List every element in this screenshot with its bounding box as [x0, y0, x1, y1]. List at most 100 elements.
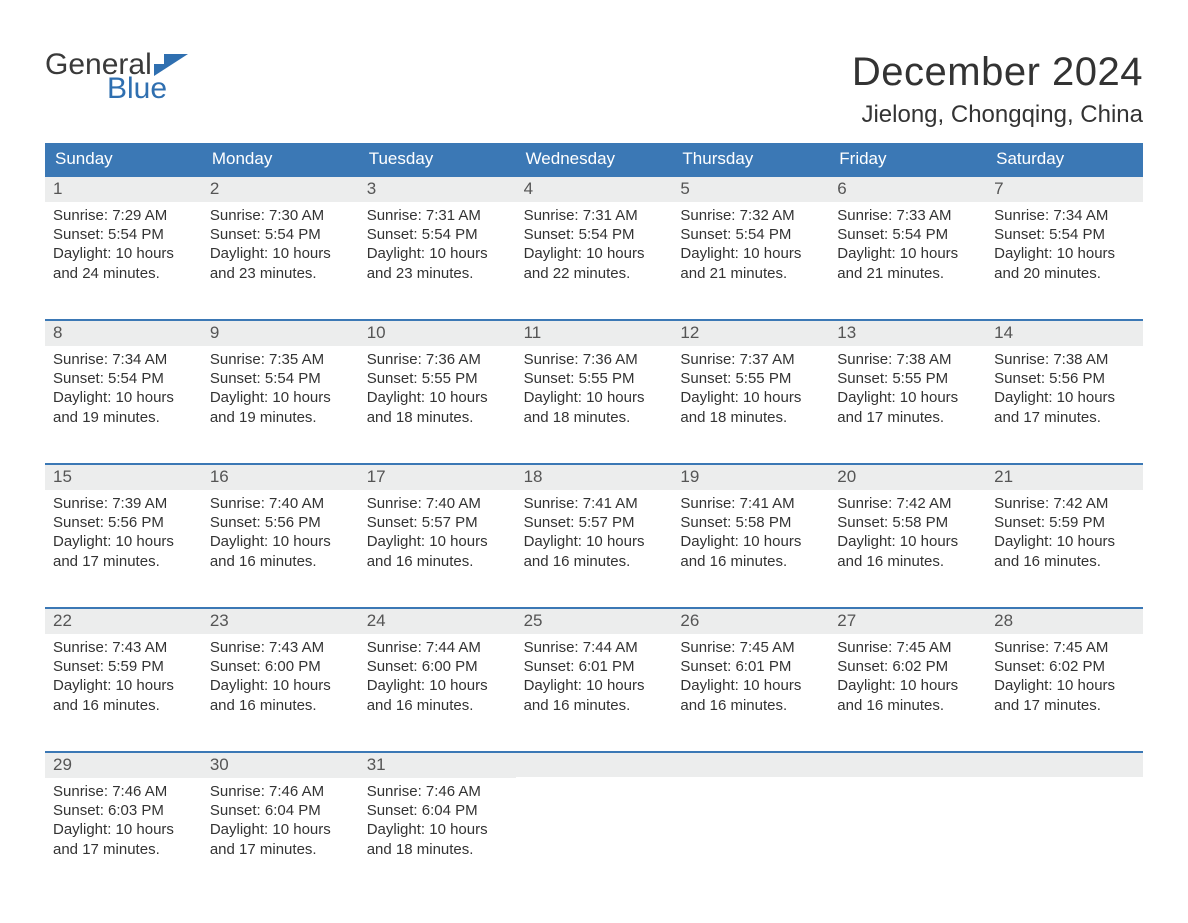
day-number: 15 [45, 465, 202, 490]
day-cell: 22Sunrise: 7:43 AMSunset: 5:59 PMDayligh… [45, 609, 202, 729]
day-details: Sunrise: 7:41 AMSunset: 5:58 PMDaylight:… [672, 490, 829, 571]
day-cell: 6Sunrise: 7:33 AMSunset: 5:54 PMDaylight… [829, 177, 986, 297]
sunset-line: Sunset: 5:58 PM [680, 513, 821, 532]
day-cell: 31Sunrise: 7:46 AMSunset: 6:04 PMDayligh… [359, 753, 516, 873]
day-cell: 8Sunrise: 7:34 AMSunset: 5:54 PMDaylight… [45, 321, 202, 441]
month-title: December 2024 [852, 50, 1143, 95]
sunset-line: Sunset: 5:55 PM [524, 369, 665, 388]
sunset-line: Sunset: 5:54 PM [680, 225, 821, 244]
logo-text-bottom: Blue [107, 74, 188, 104]
day-cell: 18Sunrise: 7:41 AMSunset: 5:57 PMDayligh… [516, 465, 673, 585]
day-number: 10 [359, 321, 516, 346]
sunset-line: Sunset: 5:54 PM [210, 369, 351, 388]
sunset-line: Sunset: 5:59 PM [994, 513, 1135, 532]
day-cell: 20Sunrise: 7:42 AMSunset: 5:58 PMDayligh… [829, 465, 986, 585]
day-cell: 28Sunrise: 7:45 AMSunset: 6:02 PMDayligh… [986, 609, 1143, 729]
day-details: Sunrise: 7:46 AMSunset: 6:04 PMDaylight:… [202, 778, 359, 859]
day-details: Sunrise: 7:38 AMSunset: 5:56 PMDaylight:… [986, 346, 1143, 427]
day-cell: 25Sunrise: 7:44 AMSunset: 6:01 PMDayligh… [516, 609, 673, 729]
weekday-header: Monday [202, 143, 359, 175]
week-row: 8Sunrise: 7:34 AMSunset: 5:54 PMDaylight… [45, 319, 1143, 441]
day-number: 22 [45, 609, 202, 634]
day-cell: 26Sunrise: 7:45 AMSunset: 6:01 PMDayligh… [672, 609, 829, 729]
day-details: Sunrise: 7:43 AMSunset: 6:00 PMDaylight:… [202, 634, 359, 715]
day-details: Sunrise: 7:33 AMSunset: 5:54 PMDaylight:… [829, 202, 986, 283]
daylight-line: Daylight: 10 hours and 24 minutes. [53, 244, 194, 282]
sunrise-line: Sunrise: 7:41 AM [524, 494, 665, 513]
header: General Blue December 2024 Jielong, Chon… [45, 50, 1143, 129]
day-number: 16 [202, 465, 359, 490]
day-cell: 13Sunrise: 7:38 AMSunset: 5:55 PMDayligh… [829, 321, 986, 441]
day-number: 26 [672, 609, 829, 634]
sunrise-line: Sunrise: 7:29 AM [53, 206, 194, 225]
daylight-line: Daylight: 10 hours and 16 minutes. [53, 676, 194, 714]
sunrise-line: Sunrise: 7:34 AM [994, 206, 1135, 225]
sunrise-line: Sunrise: 7:31 AM [367, 206, 508, 225]
sunrise-line: Sunrise: 7:40 AM [367, 494, 508, 513]
daylight-line: Daylight: 10 hours and 16 minutes. [524, 676, 665, 714]
empty-daynum-bar [829, 753, 986, 777]
day-cell: 7Sunrise: 7:34 AMSunset: 5:54 PMDaylight… [986, 177, 1143, 297]
sunrise-line: Sunrise: 7:39 AM [53, 494, 194, 513]
sunrise-line: Sunrise: 7:33 AM [837, 206, 978, 225]
sunrise-line: Sunrise: 7:32 AM [680, 206, 821, 225]
sunrise-line: Sunrise: 7:37 AM [680, 350, 821, 369]
day-number: 29 [45, 753, 202, 778]
week-row: 29Sunrise: 7:46 AMSunset: 6:03 PMDayligh… [45, 751, 1143, 873]
daylight-line: Daylight: 10 hours and 23 minutes. [367, 244, 508, 282]
sunset-line: Sunset: 5:55 PM [680, 369, 821, 388]
sunrise-line: Sunrise: 7:34 AM [53, 350, 194, 369]
empty-cell [516, 753, 673, 873]
day-number: 12 [672, 321, 829, 346]
sunrise-line: Sunrise: 7:36 AM [524, 350, 665, 369]
sunrise-line: Sunrise: 7:35 AM [210, 350, 351, 369]
daylight-line: Daylight: 10 hours and 18 minutes. [367, 388, 508, 426]
weekday-header: Wednesday [516, 143, 673, 175]
sunrise-line: Sunrise: 7:46 AM [210, 782, 351, 801]
empty-daynum-bar [986, 753, 1143, 777]
sunset-line: Sunset: 6:00 PM [367, 657, 508, 676]
sunset-line: Sunset: 5:56 PM [994, 369, 1135, 388]
day-number: 30 [202, 753, 359, 778]
day-details: Sunrise: 7:46 AMSunset: 6:04 PMDaylight:… [359, 778, 516, 859]
day-details: Sunrise: 7:30 AMSunset: 5:54 PMDaylight:… [202, 202, 359, 283]
day-cell: 17Sunrise: 7:40 AMSunset: 5:57 PMDayligh… [359, 465, 516, 585]
daylight-line: Daylight: 10 hours and 17 minutes. [53, 532, 194, 570]
day-number: 1 [45, 177, 202, 202]
day-cell: 11Sunrise: 7:36 AMSunset: 5:55 PMDayligh… [516, 321, 673, 441]
sunrise-line: Sunrise: 7:46 AM [367, 782, 508, 801]
day-details: Sunrise: 7:34 AMSunset: 5:54 PMDaylight:… [45, 346, 202, 427]
logo: General Blue [45, 50, 188, 104]
day-number: 17 [359, 465, 516, 490]
day-number: 23 [202, 609, 359, 634]
sunrise-line: Sunrise: 7:43 AM [53, 638, 194, 657]
day-details: Sunrise: 7:43 AMSunset: 5:59 PMDaylight:… [45, 634, 202, 715]
daylight-line: Daylight: 10 hours and 16 minutes. [210, 676, 351, 714]
week-row: 22Sunrise: 7:43 AMSunset: 5:59 PMDayligh… [45, 607, 1143, 729]
weekday-header: Sunday [45, 143, 202, 175]
day-details: Sunrise: 7:36 AMSunset: 5:55 PMDaylight:… [516, 346, 673, 427]
day-details: Sunrise: 7:45 AMSunset: 6:01 PMDaylight:… [672, 634, 829, 715]
sunset-line: Sunset: 6:01 PM [680, 657, 821, 676]
daylight-line: Daylight: 10 hours and 16 minutes. [680, 676, 821, 714]
sunset-line: Sunset: 6:04 PM [367, 801, 508, 820]
day-details: Sunrise: 7:36 AMSunset: 5:55 PMDaylight:… [359, 346, 516, 427]
day-details: Sunrise: 7:44 AMSunset: 6:01 PMDaylight:… [516, 634, 673, 715]
daylight-line: Daylight: 10 hours and 16 minutes. [837, 532, 978, 570]
daylight-line: Daylight: 10 hours and 21 minutes. [680, 244, 821, 282]
day-number: 24 [359, 609, 516, 634]
day-number: 4 [516, 177, 673, 202]
sunset-line: Sunset: 6:00 PM [210, 657, 351, 676]
weekday-header-row: SundayMondayTuesdayWednesdayThursdayFrid… [45, 143, 1143, 175]
daylight-line: Daylight: 10 hours and 18 minutes. [524, 388, 665, 426]
day-cell: 3Sunrise: 7:31 AMSunset: 5:54 PMDaylight… [359, 177, 516, 297]
sunset-line: Sunset: 5:56 PM [210, 513, 351, 532]
empty-cell [672, 753, 829, 873]
sunrise-line: Sunrise: 7:46 AM [53, 782, 194, 801]
day-cell: 23Sunrise: 7:43 AMSunset: 6:00 PMDayligh… [202, 609, 359, 729]
daylight-line: Daylight: 10 hours and 19 minutes. [210, 388, 351, 426]
day-number: 28 [986, 609, 1143, 634]
daylight-line: Daylight: 10 hours and 16 minutes. [524, 532, 665, 570]
day-number: 20 [829, 465, 986, 490]
daylight-line: Daylight: 10 hours and 16 minutes. [837, 676, 978, 714]
